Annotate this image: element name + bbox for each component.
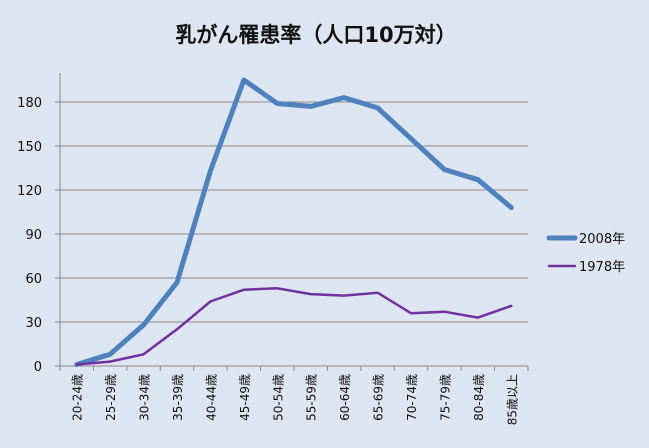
legend-label: 2008年 — [579, 232, 625, 247]
x-tick-label: 85歳以上 — [505, 374, 519, 425]
series-line-0 — [74, 77, 514, 367]
x-tick-label: 20-24歳 — [71, 374, 85, 421]
x-axis-ticks: 20-24歳 25-29歳 30-34歳 35-39歳 40-44歳 45-49歳 50-5… — [59, 366, 529, 425]
x-tick-label: 55-59歳 — [305, 374, 319, 421]
x-tick-label: 40-44歳 — [204, 374, 218, 421]
y-tick-label: 30 — [25, 316, 42, 331]
x-tick-label: 80-84歳 — [472, 374, 486, 421]
y-axis-ticks: 0 30 60 90 120 150 180 — [17, 96, 60, 375]
legend-label: 1978年 — [579, 260, 625, 275]
legend: 2008年 1978年 — [546, 232, 625, 275]
x-tick-label: 30-34歳 — [138, 374, 152, 421]
x-tick-label: 45-49歳 — [238, 374, 252, 421]
x-tick-label: 35-39歳 — [171, 374, 185, 421]
y-tick-label: 120 — [17, 184, 42, 199]
y-tick-label: 150 — [17, 140, 42, 155]
x-tick-label: 70-74歳 — [405, 374, 419, 421]
x-tick-label: 75-79歳 — [438, 374, 452, 421]
chart-title: 乳がん罹患率（人口10万対） — [175, 23, 456, 47]
y-tick-label: 60 — [25, 272, 42, 287]
y-tick-label: 90 — [25, 228, 42, 243]
x-tick-label: 65-69歳 — [372, 374, 386, 421]
grid-lines — [60, 101, 528, 323]
series-lines — [74, 77, 514, 367]
x-tick-label: 25-29歳 — [104, 374, 118, 421]
series-line-1 — [75, 287, 513, 366]
y-tick-label: 180 — [17, 96, 42, 111]
x-tick-label: 50-54歳 — [271, 374, 285, 421]
x-tick-label: 60-64歳 — [338, 374, 352, 421]
y-tick-label: 0 — [34, 360, 42, 375]
